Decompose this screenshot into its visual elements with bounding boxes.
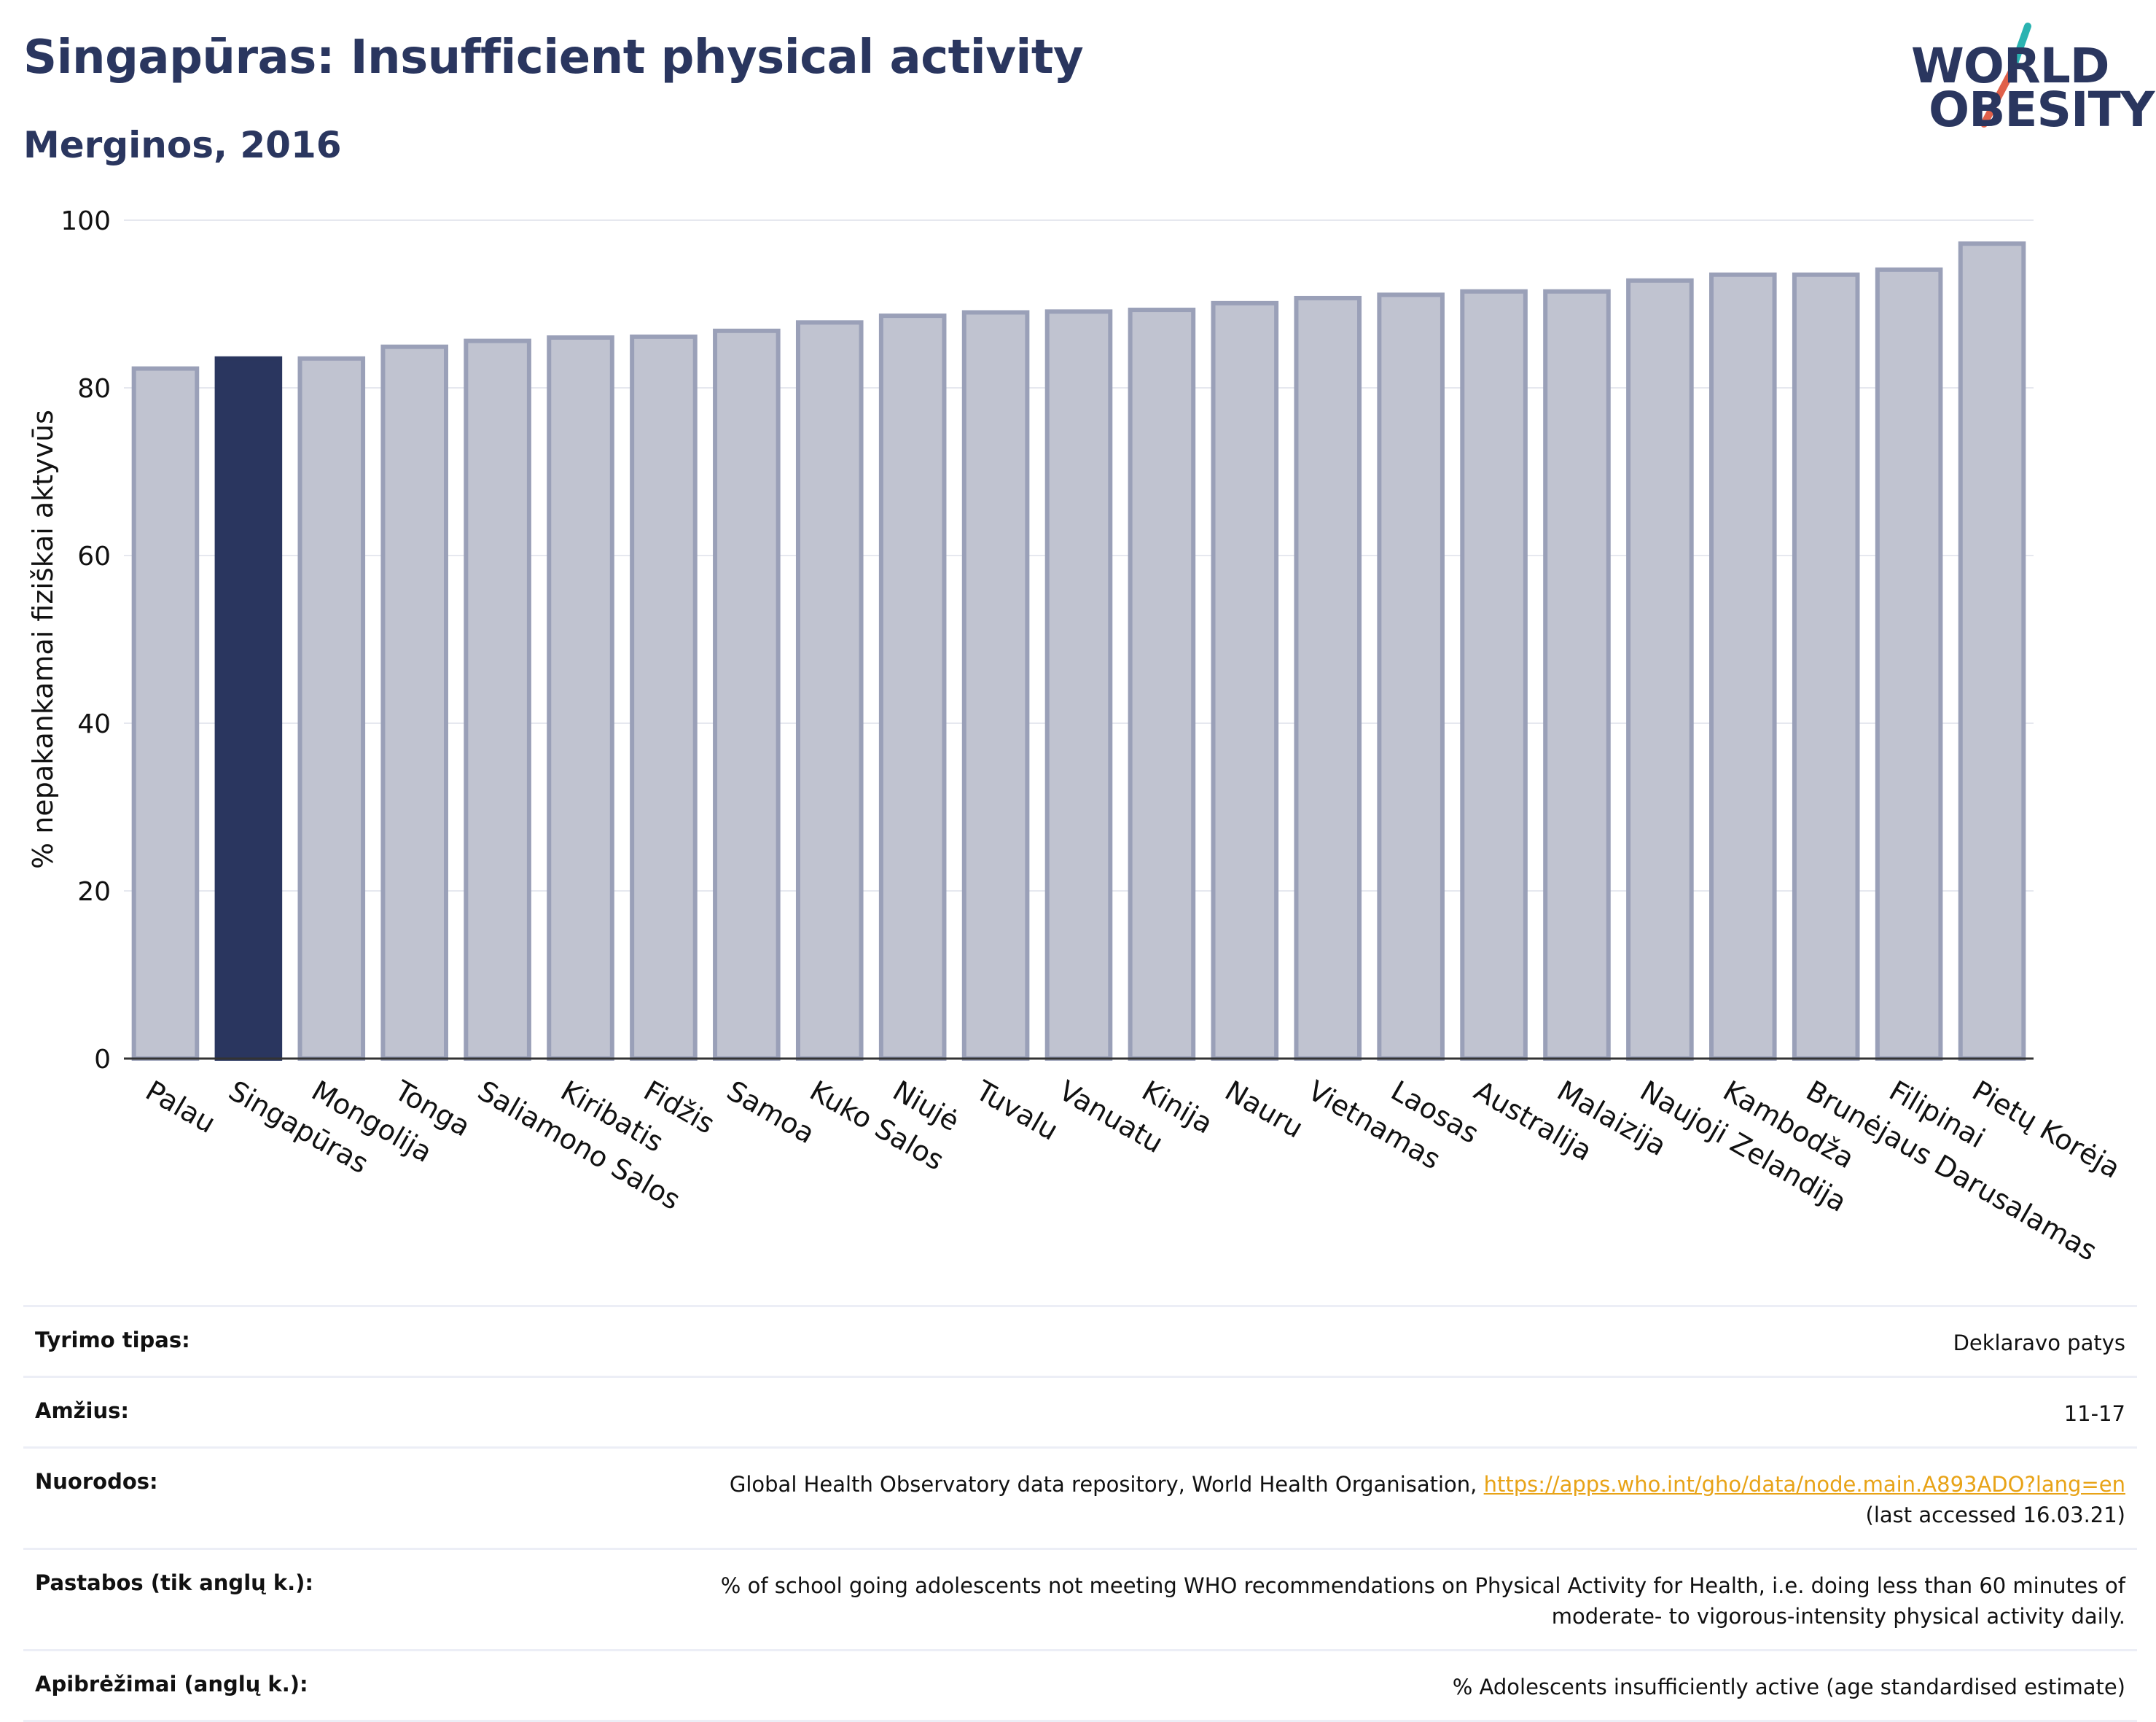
bar-australija (1460, 289, 1528, 1061)
metadata-label: Apibrėžimai (anglų k.): (35, 1672, 308, 1696)
metadata-value: 11-17 (2063, 1401, 2125, 1426)
reference-text: Global Health Observatory data repositor… (729, 1472, 1484, 1497)
metadata-label: Tyrimo tipas: (35, 1328, 190, 1352)
x-tick-label: Palau (140, 1075, 221, 1139)
x-tick-label: Samoa (722, 1075, 820, 1150)
metadata-value: % Adolescents insufficiently active (age… (1452, 1675, 2125, 1699)
metadata-label: Nuorodos: (35, 1469, 158, 1494)
bar-laosas (1377, 292, 1445, 1061)
metadata-row-survey-type: Tyrimo tipas: Deklaravo patys (23, 1305, 2137, 1376)
metadata-row-age: Amžius: 11-17 (23, 1376, 2137, 1446)
bar-kambodža (1709, 272, 1777, 1061)
bar-filipinai (1875, 267, 1943, 1061)
bar-palau (131, 366, 200, 1061)
metadata-label: Amžius: (35, 1398, 129, 1423)
metadata-value: Global Health Observatory data repositor… (730, 1469, 2125, 1530)
logo-slash-icon (1980, 23, 2031, 128)
y-axis: 0 20 40 60 80 100 (60, 206, 111, 1075)
y-tick-label: 0 (94, 1045, 111, 1075)
bar-samoa (713, 328, 781, 1061)
bar-pietų-korėja (1958, 241, 2026, 1061)
y-tick-label: 40 (77, 709, 111, 739)
bar-tuvalu (961, 310, 1030, 1061)
logo-line-1: WORLD (1911, 38, 2110, 94)
bar-vietnamas (1294, 295, 1362, 1061)
bar-vanuatu (1044, 309, 1113, 1061)
chart-bars (131, 241, 2026, 1061)
metadata-value: Deklaravo patys (1953, 1331, 2125, 1355)
bar-naujoji-zelandija (1626, 278, 1694, 1061)
bar-niujė (878, 313, 947, 1061)
y-tick-label: 100 (60, 206, 111, 236)
bar-malaizija (1543, 289, 1611, 1061)
notes-line-1: % of school going adolescents not meetin… (720, 1573, 2125, 1598)
bar-mongolija (297, 356, 366, 1061)
bar-fidžis (630, 334, 698, 1061)
x-tick-label: Tuvalu (970, 1074, 1063, 1147)
bar-kiribatis (547, 335, 614, 1061)
y-axis-label: % nepakankamai fiziškai aktyvūs (27, 410, 59, 869)
page-title: Singapūras: Insufficient physical activi… (23, 31, 1084, 85)
chart-metadata-table: Tyrimo tipas: Deklaravo patys Amžius: 11… (23, 1305, 2137, 1722)
world-obesity-logo: WORLD OBESITY (1902, 22, 2155, 153)
metadata-row-notes: Pastabos (tik anglų k.): % of school goi… (23, 1548, 2137, 1649)
metadata-row-definitions: Apibrėžimai (anglų k.): % Adolescents in… (23, 1649, 2137, 1722)
bar-chart: 0 20 40 60 80 100 Palau SingapūrasMongolijaTon… (27, 206, 2126, 1261)
y-tick-label: 20 (77, 877, 111, 907)
y-tick-label: 60 (77, 542, 111, 572)
logo-line-2: OBESITY (1929, 82, 2155, 138)
metadata-value: % of school going adolescents not meetin… (721, 1570, 2125, 1632)
bar-tonga (380, 344, 448, 1061)
reference-link[interactable]: https://apps.who.int/gho/data/node.main.… (1483, 1472, 2125, 1497)
notes-line-2: moderate- to vigorous-intensity physical… (1551, 1604, 2125, 1629)
bar-kinija (1128, 308, 1196, 1061)
y-tick-label: 80 (77, 374, 111, 404)
bar-kuko-salos (795, 320, 864, 1061)
page-subtitle: Merginos, 2016 (23, 124, 342, 166)
x-tick-label: Pietų Korėja (1967, 1075, 2126, 1185)
metadata-label: Pastabos (tik anglų k.): (35, 1570, 314, 1595)
metadata-row-references: Nuorodos: Global Health Observatory data… (23, 1446, 2137, 1548)
bar-singapūras (214, 356, 283, 1061)
bar-brunėjaus-darusalamas (1792, 272, 1860, 1061)
reference-accessed: (last accessed 16.03.21) (1865, 1503, 2125, 1527)
bar-saliamono-salos (464, 338, 531, 1061)
x-tick-label: Nauru (1219, 1075, 1308, 1145)
bar-nauru (1211, 300, 1279, 1061)
